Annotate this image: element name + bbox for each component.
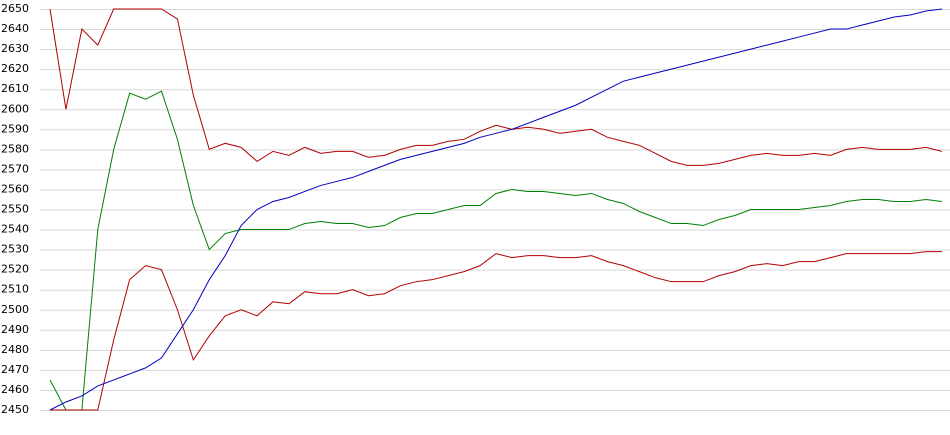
y-tick-label: 2650 bbox=[1, 2, 29, 15]
series-line bbox=[49, 8, 943, 411]
series-line bbox=[49, 8, 943, 166]
y-tick-label: 2640 bbox=[1, 22, 29, 35]
series-line bbox=[49, 90, 943, 411]
y-tick-label: 2500 bbox=[1, 303, 29, 316]
y-tick-label: 2530 bbox=[1, 243, 29, 256]
y-tick-label: 2570 bbox=[1, 162, 29, 175]
y-tick-label: 2470 bbox=[1, 363, 29, 376]
y-tick-label: 2590 bbox=[1, 122, 29, 135]
y-tick-label: 2550 bbox=[1, 203, 29, 216]
y-tick-label: 2600 bbox=[1, 102, 29, 115]
y-tick-label: 2580 bbox=[1, 142, 29, 155]
y-tick-label: 2630 bbox=[1, 42, 29, 55]
y-tick-label: 2520 bbox=[1, 263, 29, 276]
series-line bbox=[50, 251, 942, 411]
y-tick-label: 2540 bbox=[1, 223, 29, 236]
y-tick-label: 2490 bbox=[1, 323, 29, 336]
y-tick-label: 2620 bbox=[1, 62, 29, 75]
y-tick-label: 2560 bbox=[1, 182, 29, 195]
y-tick-label: 2510 bbox=[1, 283, 29, 296]
y-tick-label: 2450 bbox=[1, 403, 29, 416]
y-tick-label: 2460 bbox=[1, 383, 29, 396]
y-tick-label: 2480 bbox=[1, 343, 29, 356]
y-tick-label: 2610 bbox=[1, 82, 29, 95]
